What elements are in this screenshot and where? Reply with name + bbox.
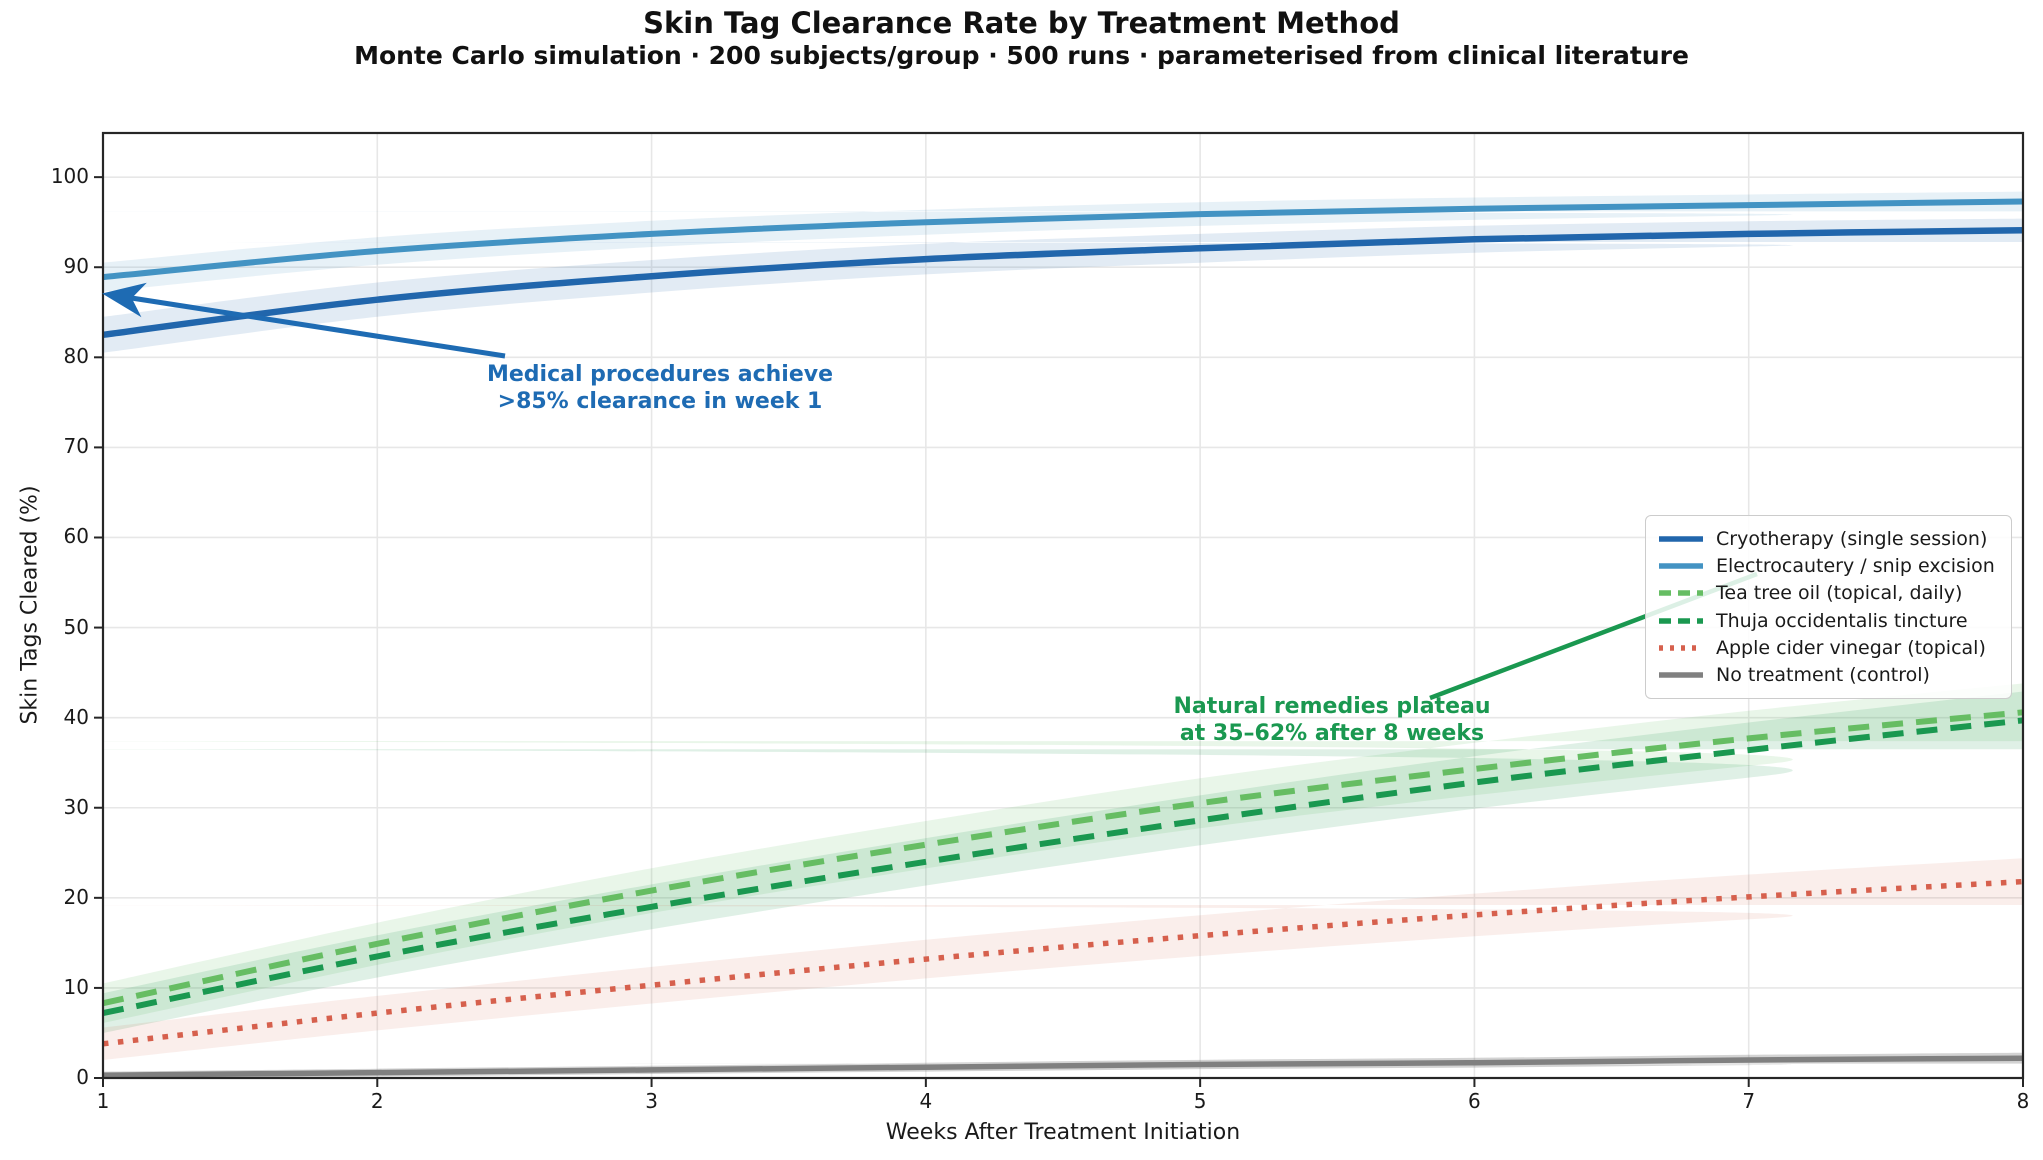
- confidence-band: [103, 691, 2023, 1033]
- legend-entry: Thuja occidentalis tincture: [1658, 607, 1999, 634]
- legend-line-sample: [1659, 672, 1703, 679]
- series-line: [103, 1055, 2023, 1078]
- x-tick-label: 5: [1193, 1089, 1207, 1113]
- legend-entry: Electrocautery / snip excision: [1658, 552, 1999, 579]
- confidence-band: [103, 218, 2023, 353]
- y-tick-label: 20: [63, 884, 89, 909]
- legend-line-sample: [1659, 535, 1703, 542]
- legend-entry-label: Cryotherapy (single session): [1716, 527, 1988, 550]
- legend-entry: Cryotherapy (single session): [1658, 525, 1999, 552]
- chart-subtitle: Monte Carlo simulation · 200 subjects/gr…: [354, 41, 1689, 70]
- annotation-text-line: at 35–62% after 8 weeks: [1179, 721, 1485, 746]
- x-tick-label: 4: [919, 1089, 933, 1113]
- x-tick-label: 3: [645, 1089, 658, 1113]
- y-tick-label: 80: [63, 344, 89, 369]
- legend: Cryotherapy (single session) Electrocaute…: [1645, 515, 2012, 699]
- y-tick-label: 50: [63, 614, 89, 639]
- annotation-medical-procedures: Medical procedures achieve >85% clearanc…: [487, 361, 833, 415]
- y-tick-label: 10: [63, 974, 89, 999]
- x-tick-label: 2: [370, 1089, 384, 1113]
- y-tick-label: 40: [63, 704, 89, 729]
- series-line: [103, 709, 2023, 1007]
- legend-entry-label: Thuja occidentalis tincture: [1716, 609, 1968, 632]
- axes-spines: [101, 131, 2025, 1080]
- legend-entry: Apple cider vinegar (topical): [1658, 634, 1999, 661]
- x-tick-label: 6: [1468, 1089, 1481, 1113]
- y-tick-label: 100: [50, 164, 89, 189]
- y-tick-label: 30: [63, 794, 89, 819]
- annotation-text-line: Medical procedures achieve: [486, 362, 834, 387]
- y-axis-label: Skin Tags Cleared (%): [17, 485, 43, 725]
- legend-entry-label: Apple cider vinegar (topical): [1716, 636, 1986, 659]
- x-tick-label: 7: [1742, 1089, 1756, 1113]
- series-line: [103, 878, 2023, 1047]
- legend-entry-label: Tea tree oil (topical, daily): [1716, 582, 1963, 605]
- x-tick-label: 8: [2016, 1089, 2030, 1113]
- chart-title: Skin Tag Clearance Rate by Treatment Met…: [643, 6, 1400, 40]
- annotation-natural-remedies: Natural remedies plateau at 35–62% after…: [1174, 693, 1491, 747]
- legend-entry-label: Electrocautery / snip excision: [1716, 554, 1995, 577]
- legend-entry-label: No treatment (control): [1716, 664, 1930, 687]
- annotation-text-line: >85% clearance in week 1: [497, 389, 823, 414]
- legend-line-sample: [1659, 563, 1703, 569]
- confidence-band: [103, 683, 2023, 1023]
- annotation-arrow-medical: [102, 282, 506, 359]
- legend-line-sample: [1659, 617, 1703, 624]
- confidence-band: [103, 858, 2023, 1060]
- legend-line-sample: [1659, 645, 1703, 651]
- y-tick-label: 60: [63, 524, 89, 549]
- series-line: [103, 227, 2023, 339]
- series-line: [103, 717, 2023, 1017]
- x-tick-label: 1: [96, 1089, 110, 1113]
- annotation-text-line: Natural remedies plateau: [1173, 694, 1491, 719]
- confidence-band: [103, 191, 2023, 292]
- series-line: [103, 198, 2023, 281]
- legend-entry: Tea tree oil (topical, daily): [1658, 580, 1999, 607]
- legend-entry: No treatment (control): [1658, 662, 1999, 689]
- y-tick-label: 70: [63, 434, 89, 459]
- legend-line-sample: [1659, 590, 1703, 597]
- y-tick-label: 0: [76, 1065, 89, 1089]
- x-axis-label: Weeks After Treatment Initiation: [885, 1120, 1241, 1145]
- y-tick-label: 90: [63, 254, 89, 279]
